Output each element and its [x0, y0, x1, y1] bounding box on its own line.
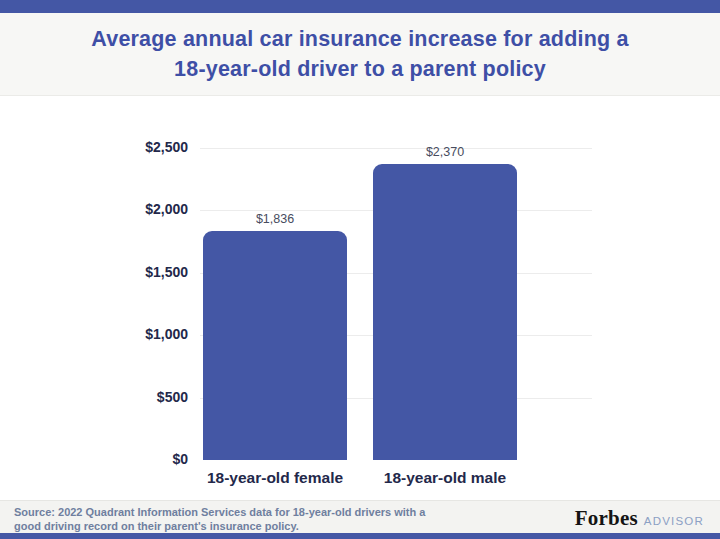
bar-value-label: $2,370	[373, 145, 517, 159]
top-accent-bar	[0, 0, 720, 13]
source-note: Source: 2022 Quadrant Information Servic…	[14, 505, 494, 533]
bottom-accent-bar	[0, 533, 720, 539]
advisor-wordmark: ADVISOR	[644, 515, 704, 527]
y-axis-tick-label: $2,500	[118, 139, 188, 155]
source-note-line-1: Source: 2022 Quadrant Information Servic…	[14, 505, 494, 519]
bar-18-year-old-female	[203, 231, 347, 460]
y-axis-tick-label: $500	[118, 389, 188, 405]
x-axis-category-label: 18-year-old male	[353, 469, 537, 487]
forbes-advisor-logo: Forbes ADVISOR	[575, 506, 704, 531]
chart-header: Average annual car insurance increase fo…	[0, 13, 720, 96]
chart-title-line-1: Average annual car insurance increase fo…	[91, 24, 628, 54]
x-axis-category-label: 18-year-old female	[183, 469, 367, 487]
y-axis-tick-label: $0	[118, 451, 188, 467]
y-axis-tick-label: $2,000	[118, 201, 188, 217]
bar-18-year-old-male	[373, 164, 517, 460]
bar-chart: $0 $500 $1,000 $1,500 $2,000 $2,500 $1,836 18-y…	[0, 96, 720, 500]
chart-title-line-2: 18-year-old driver to a parent policy	[174, 54, 546, 84]
forbes-wordmark: Forbes	[575, 506, 638, 530]
y-axis-tick-label: $1,500	[118, 264, 188, 280]
infographic-page: Average annual car insurance increase fo…	[0, 0, 720, 539]
y-axis-tick-label: $1,000	[118, 326, 188, 342]
footer: Source: 2022 Quadrant Information Servic…	[0, 500, 720, 533]
source-note-line-2: good driving record on their parent's in…	[14, 519, 494, 533]
bar-value-label: $1,836	[203, 212, 347, 226]
